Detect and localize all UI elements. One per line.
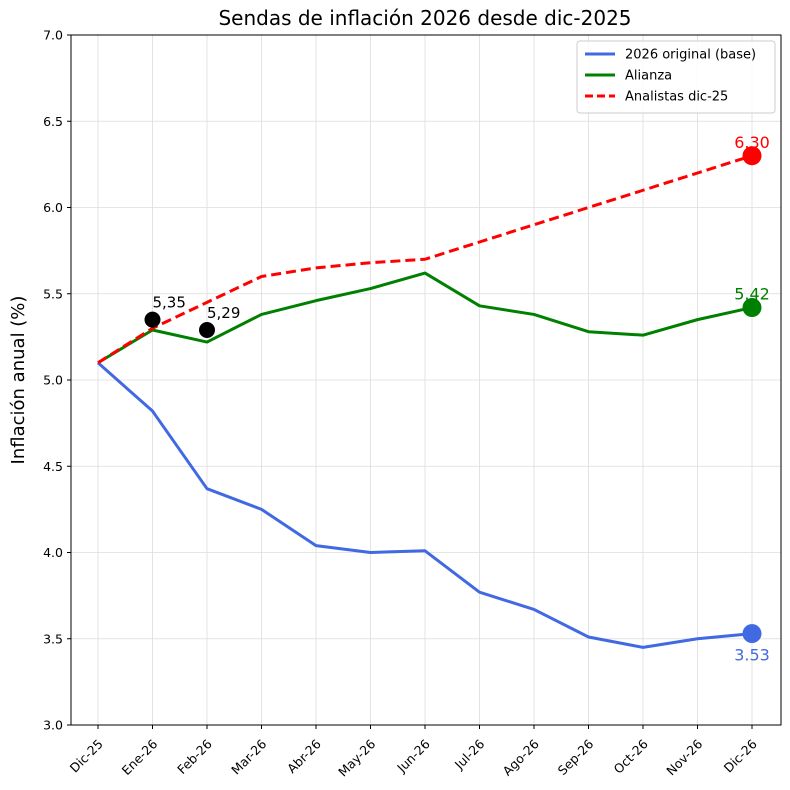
- y-tick-label: 4.0: [43, 545, 63, 560]
- series-line: [97, 271, 753, 365]
- x-tick-label: Dic-25: [67, 736, 106, 775]
- legend-label: 2026 original (base): [625, 48, 756, 63]
- x-tick-label: Ene-26: [119, 736, 161, 778]
- series-end-marker: [742, 298, 762, 318]
- y-tick-label: 3.0: [43, 718, 63, 733]
- series-end-marker: [742, 146, 762, 166]
- chart-title: Sendas de inflación 2026 desde dic-2025: [218, 6, 631, 30]
- x-tick-label: Sep-26: [555, 736, 597, 778]
- y-tick-label: 6.5: [43, 114, 63, 129]
- grid-layer: [71, 34, 781, 726]
- legend-label: Analistas dic-25: [625, 90, 728, 105]
- legend: 2026 original (base) Alianza Analistas dic…: [576, 40, 776, 114]
- x-tick-label: Feb-26: [174, 736, 215, 777]
- x-tick-label: Jun-26: [393, 736, 433, 776]
- x-tick-label: Abr-26: [284, 736, 324, 776]
- series-end-label: 3.53: [734, 646, 770, 665]
- legend-label: Alianza: [625, 69, 672, 84]
- legend-box: [576, 40, 776, 114]
- series-line: [97, 154, 753, 365]
- y-tick-label: 5.0: [43, 373, 63, 388]
- series-end-marker: [742, 624, 762, 644]
- observed-point-label: 5,35: [153, 294, 186, 312]
- series-end-label: 6.30: [734, 133, 770, 152]
- y-tick-label: 4.5: [43, 459, 63, 474]
- series-line: [97, 361, 753, 649]
- y-tick-label: 6.0: [43, 200, 63, 215]
- tick-layer: 3.0 3.5 4.0 4.5 5.0 5.5 6.0 6.5 7.0 Dic-25 Ene-26 F…: [43, 28, 760, 780]
- y-tick-label: 3.5: [43, 631, 63, 646]
- x-tick-label: May-26: [335, 736, 378, 779]
- y-tick-label: 7.0: [43, 28, 63, 43]
- x-tick-label: Jul-26: [451, 736, 487, 772]
- x-tick-label: Mar-26: [228, 736, 269, 777]
- y-tick-label: 5.5: [43, 286, 63, 301]
- observed-point: [144, 311, 161, 328]
- marker-layer: 3.53 5.42 6.30 5,35 5,29: [144, 133, 770, 665]
- x-tick-label: Dic-26: [721, 736, 760, 775]
- x-tick-label: Ago-26: [500, 736, 542, 778]
- observed-point-label: 5,29: [207, 304, 240, 322]
- x-tick-label: Nov-26: [663, 736, 705, 778]
- series-end-label: 5.42: [734, 285, 770, 304]
- series-layer: [97, 154, 753, 649]
- y-axis-label: Inflación anual (%): [8, 296, 29, 465]
- x-tick-label: Oct-26: [611, 736, 651, 776]
- observed-point: [199, 321, 215, 338]
